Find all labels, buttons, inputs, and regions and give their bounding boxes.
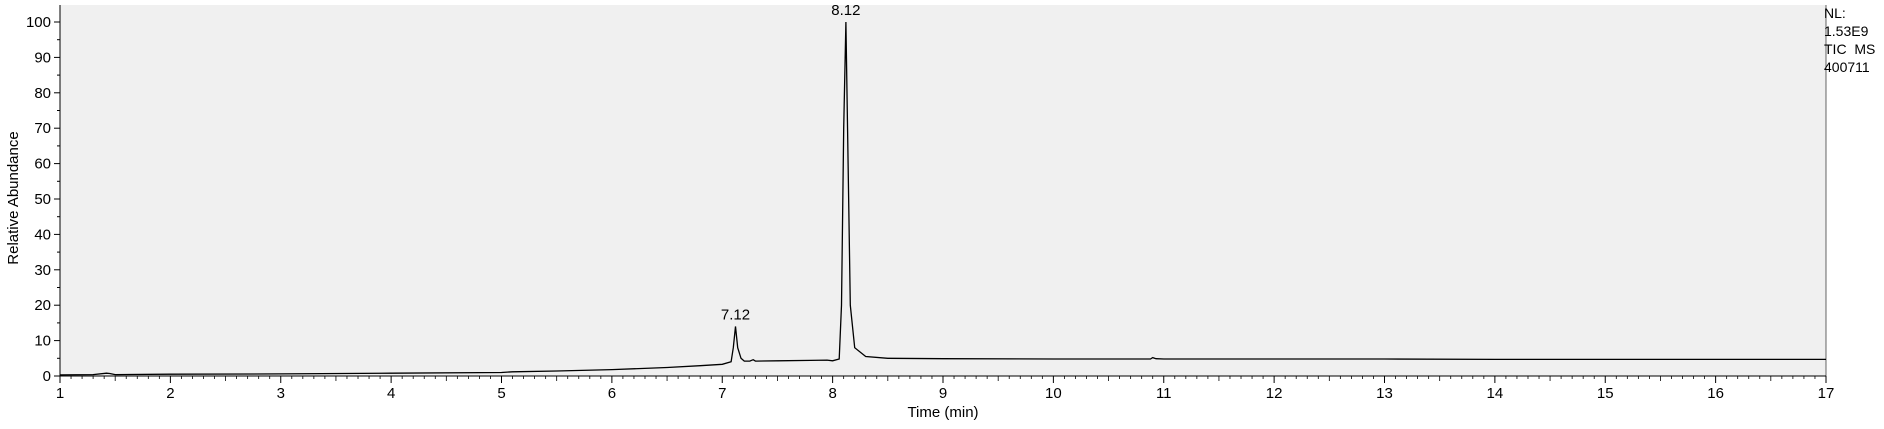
x-tick-label: 11 [1156, 385, 1172, 402]
peak-label: 8.12 [831, 2, 860, 19]
x-tick-label: 16 [1707, 385, 1724, 402]
x-tick-label: 5 [497, 385, 505, 402]
x-tick-label: 4 [387, 385, 395, 402]
x-tick-label: 17 [1818, 385, 1835, 402]
chromatogram-trace [59, 21, 1826, 376]
y-tick-label: 80 [34, 85, 51, 102]
y-tick-label: 90 [34, 49, 51, 66]
y-tick-label: 10 [34, 333, 51, 350]
y-tick-label: 100 [26, 14, 51, 31]
info-sample-id: 400711 [1824, 59, 1870, 75]
x-tick-label: 13 [1376, 385, 1393, 402]
x-tick-label: 2 [166, 385, 174, 402]
info-nl-label: NL: [1824, 5, 1846, 21]
y-axis-title: Relative Abundance [5, 131, 22, 264]
x-tick-label: 1 [56, 385, 64, 402]
x-tick-label: 3 [277, 385, 285, 402]
info-scan-filter: TIC MS [1824, 41, 1876, 57]
x-tick-label: 6 [608, 385, 616, 402]
y-tick-label: 20 [34, 297, 51, 314]
y-tick-label: 60 [34, 156, 51, 173]
y-tick-label: 50 [34, 191, 51, 208]
x-tick-label: 14 [1487, 385, 1504, 402]
y-axis: 0 10 20 30 40 50 60 70 80 90 100 [26, 14, 60, 385]
x-axis-title: Time (min) [907, 404, 978, 421]
x-tick-label: 9 [939, 385, 947, 402]
y-tick-label: 40 [34, 226, 51, 243]
info-nl-value: 1.53E9 [1824, 23, 1869, 39]
x-tick-label: 8 [828, 385, 836, 402]
info-panel: NL: 1.53E9 TIC MS 400711 [1824, 4, 1875, 76]
x-tick-label: 15 [1597, 385, 1614, 402]
y-tick-label: 30 [34, 262, 51, 279]
x-tick-label: 10 [1045, 385, 1062, 402]
x-axis: 1 2 3 4 5 6 7 8 9 10 11 12 13 14 15 16 17 [56, 376, 1835, 402]
x-tick-label: 7 [718, 385, 726, 402]
y-tick-label: 0 [43, 368, 51, 385]
plot-area [60, 5, 1826, 376]
y-tick-label: 70 [34, 120, 51, 137]
peak-label: 7.12 [721, 306, 750, 323]
x-tick-label: 12 [1266, 385, 1283, 402]
peak-annotations: 7.12 8.12 [721, 2, 861, 323]
